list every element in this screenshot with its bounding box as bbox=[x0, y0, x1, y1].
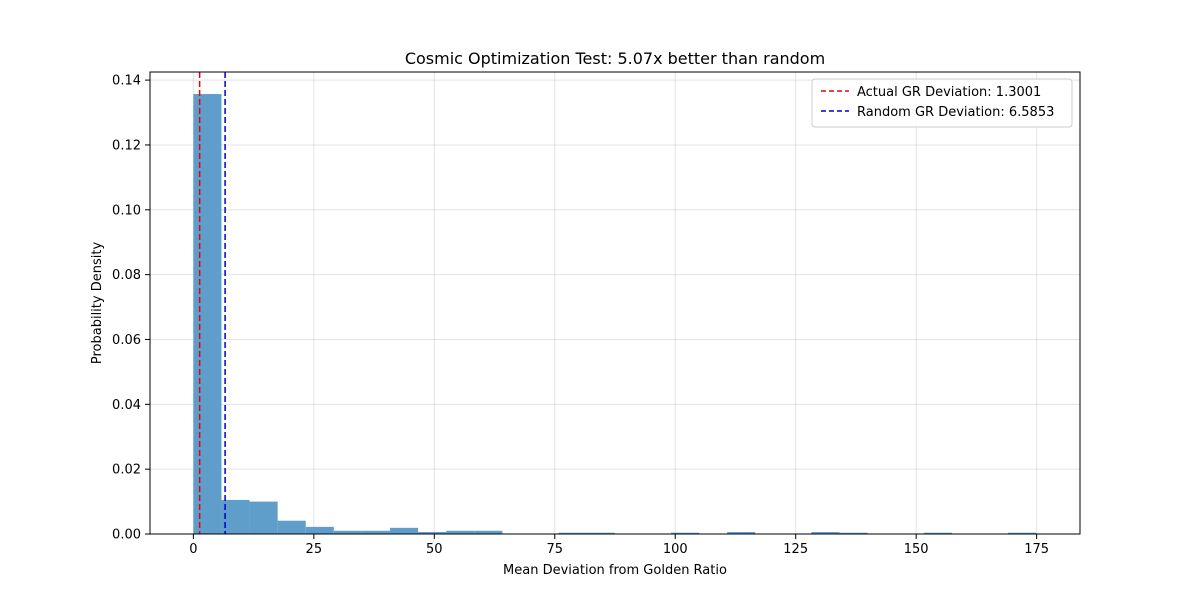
x-tick-label: 125 bbox=[783, 542, 808, 557]
legend-label-random: Random GR Deviation: 6.5853 bbox=[857, 105, 1054, 120]
y-axis-label: Probability Density bbox=[90, 242, 105, 365]
y-axis-ticks: 0.00 0.02 0.04 0.06 0.08 0.10 0.12 0.14 bbox=[112, 74, 150, 543]
histogram-bar bbox=[558, 532, 587, 534]
histogram-bar bbox=[727, 532, 756, 534]
x-axis-label: Mean Deviation from Golden Ratio bbox=[503, 563, 727, 578]
histogram-bar bbox=[446, 530, 475, 534]
legend-label-actual: Actual GR Deviation: 1.3001 bbox=[857, 85, 1041, 100]
x-tick-label: 50 bbox=[426, 542, 443, 557]
y-tick-label: 0.02 bbox=[112, 463, 141, 478]
histogram-bar bbox=[221, 499, 250, 534]
legend-box bbox=[811, 78, 1073, 128]
plot-frame bbox=[149, 71, 1081, 535]
x-tick-label: 25 bbox=[306, 542, 323, 557]
histogram-bar bbox=[839, 532, 868, 534]
histogram-bar bbox=[586, 532, 615, 534]
histogram-bar bbox=[193, 94, 222, 534]
x-tick-label: 0 bbox=[189, 542, 197, 557]
histogram-bar bbox=[390, 527, 419, 534]
y-tick-label: 0.14 bbox=[112, 74, 141, 89]
x-tick-label: 175 bbox=[1024, 542, 1049, 557]
histogram-bar bbox=[418, 532, 447, 534]
histogram-bars bbox=[193, 94, 1037, 534]
y-tick-label: 0.00 bbox=[112, 528, 141, 543]
y-tick-label: 0.12 bbox=[112, 138, 141, 153]
x-tick-label: 100 bbox=[663, 542, 688, 557]
y-tick-label: 0.04 bbox=[112, 398, 141, 413]
grid-lines bbox=[150, 72, 1080, 535]
histogram-bar bbox=[670, 532, 700, 534]
histogram-bar bbox=[249, 501, 278, 534]
legend: Actual GR Deviation: 1.3001 Random GR De… bbox=[811, 78, 1073, 128]
x-tick-label: 150 bbox=[904, 542, 929, 557]
y-tick-label: 0.10 bbox=[112, 203, 141, 218]
histogram-bar bbox=[333, 530, 362, 534]
chart-title: Cosmic Optimization Test: 5.07x better t… bbox=[405, 49, 825, 68]
histogram-bar bbox=[305, 526, 334, 534]
y-tick-label: 0.08 bbox=[112, 268, 141, 283]
histogram-bar bbox=[811, 532, 840, 534]
histogram-bar bbox=[923, 532, 952, 534]
x-axis-ticks: 0 25 50 75 100 125 150 175 bbox=[189, 534, 1049, 557]
reference-lines bbox=[198, 72, 226, 534]
histogram-bar bbox=[474, 530, 503, 534]
histogram-bar bbox=[1008, 532, 1037, 534]
histogram-bar bbox=[277, 520, 306, 534]
histogram-bar bbox=[361, 530, 391, 534]
y-tick-label: 0.06 bbox=[112, 333, 141, 348]
x-tick-label: 75 bbox=[546, 542, 563, 557]
